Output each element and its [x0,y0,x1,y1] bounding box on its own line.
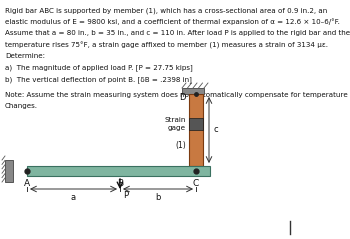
Text: b: b [155,193,161,202]
Text: Determine:: Determine: [5,53,45,59]
Text: temperature rises 75°F, a strain gage affixed to member (1) measures a strain of: temperature rises 75°F, a strain gage af… [5,42,328,49]
Text: B: B [117,179,123,188]
Bar [189,118,203,130]
Text: A: A [24,179,30,188]
Bar [27,166,210,176]
Bar [182,88,204,94]
Text: P: P [123,191,128,200]
Text: b)  The vertical deflection of point B. [δB = .2398 in]: b) The vertical deflection of point B. [… [5,76,192,83]
Text: Rigid bar ABC is supported by member (1), which has a cross-sectional area of 0.: Rigid bar ABC is supported by member (1)… [5,7,327,13]
Bar [5,160,13,182]
Text: Note: Assume the strain measuring system does not automatically compensate for t: Note: Assume the strain measuring system… [5,92,348,98]
Text: Strain: Strain [164,117,186,123]
Text: a: a [71,193,76,202]
Text: gage: gage [168,125,186,131]
Text: a)  The magnitude of applied load P. [P = 27.75 kips]: a) The magnitude of applied load P. [P =… [5,65,193,71]
Text: c: c [213,125,218,135]
Text: (1): (1) [175,141,186,150]
Text: Assume that a = 80 in., b = 35 in., and c = 110 in. After load P is applied to t: Assume that a = 80 in., b = 35 in., and … [5,30,350,36]
Bar [189,94,203,166]
Text: D: D [180,93,186,102]
Text: elastic modulus of E = 9800 ksi, and a coefficient of thermal expansion of α = 1: elastic modulus of E = 9800 ksi, and a c… [5,18,340,25]
Text: C: C [193,179,199,188]
Text: Changes.: Changes. [5,103,38,109]
